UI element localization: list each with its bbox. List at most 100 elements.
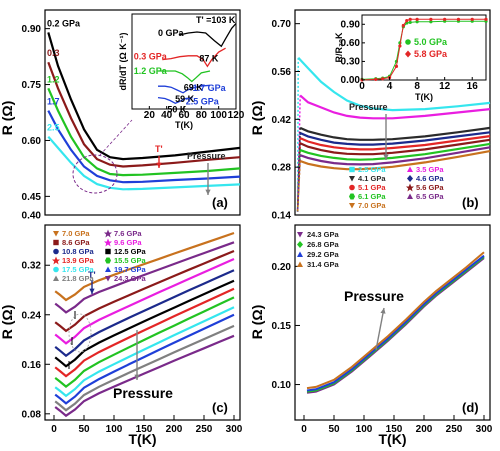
panel-c-legend-marker-2 <box>53 239 59 246</box>
panel-c-xtick-label: 300 <box>226 424 243 435</box>
panel-b-inset-line-1 <box>361 18 486 81</box>
panel-c-xtick-label: 200 <box>166 424 183 435</box>
panel-b-inset-xtick-label: 8 <box>414 81 420 92</box>
panel-a-tprime-arrow-head <box>156 162 162 168</box>
panel-a-ytick-label: 0.40 <box>22 211 42 222</box>
panel-d-ytick-label: 0.20 <box>272 262 292 273</box>
panel-b-inset-legend-1: 5.8 GPa <box>414 49 448 59</box>
panel-d-xtick-label: 150 <box>386 424 403 435</box>
panel-b-pressure-text: Pressure <box>349 102 388 112</box>
panel-a-ylabel: R (Ω) <box>0 101 15 136</box>
panel-c: 0.08 0.16 0.24 0.32 0 50 100 150 200 250 300 T(K) R … <box>0 224 243 447</box>
panel-b-inset-xtick-label: 16 <box>467 81 479 92</box>
panel-c-legend-item-5: 12.5 GPa <box>114 247 147 256</box>
panel-c-xtick-label: 150 <box>136 424 153 435</box>
panel-d-legend-marker-2 <box>297 251 303 257</box>
panel-b-inset-ytick-label: 0.90 <box>341 19 361 30</box>
panel-d-xlabel: T(K) <box>379 431 407 447</box>
panel-a-inset-ylabel: dR/dT (Ω K⁻¹) <box>118 33 128 91</box>
panel-b-inset-xtick-label: 12 <box>439 81 451 92</box>
panel-b-legend-item-4: 5.1 GPa <box>358 183 386 192</box>
panel-a-oval-connector <box>99 119 133 156</box>
panel-a-series-line-3 <box>47 110 241 184</box>
panel-a-inset-line-3 <box>158 84 211 94</box>
panel-b-inset-legend-0: 5.0 GPa <box>414 37 448 47</box>
panel-d-legend-item-2: 29.2 GPa <box>307 250 340 259</box>
panel-c-legend-item-9: 19.7 GPa <box>114 265 147 274</box>
panel-a-inset-series-label-0: 0 GPa <box>158 28 185 38</box>
panel-c-series-line-9 <box>54 313 235 405</box>
panel-d-series-line-3 <box>306 251 485 390</box>
panel-a-inset-series-label-1: 0.3 GPa <box>134 52 168 62</box>
panel-a-inset-min-label-2: 69 K <box>184 82 204 92</box>
panel-d-pressure-arrow-head <box>380 308 386 314</box>
panel-b-inset-ytick-label: 0.30 <box>341 56 361 67</box>
panel-a-inset-xtick-label: 60 <box>178 110 190 121</box>
panel-d-xtick-label: 300 <box>476 424 493 435</box>
panel-d-xtick-label: 50 <box>328 424 340 435</box>
panel-b-ytick-label: 0.14 <box>272 211 292 222</box>
panel-a-series-label-4: 2.5 <box>47 123 60 133</box>
panel-c-tprime-text: T' <box>88 270 96 280</box>
panel-b-legend-item-6: 6.1 GPa <box>358 192 386 201</box>
panel-b-ylabel: R (Ω) <box>249 101 265 136</box>
panel-c-xtick-label: 100 <box>106 424 123 435</box>
panel-a-highlight-oval <box>72 154 118 194</box>
panel-a-pressure-text: Pressure <box>187 151 226 161</box>
panel-b: 0.14 0.28 0.42 0.56 0.70 R (Ω) (b) Pressure 2.5 … <box>249 9 491 222</box>
panel-d-ytick-label: 0.15 <box>272 321 292 332</box>
panel-d-series-line-2 <box>306 254 485 392</box>
panel-a-ytick-label: 0.60 <box>22 136 42 147</box>
panel-b-series-drop-7 <box>296 155 301 212</box>
panel-b-series-line-2 <box>299 126 491 141</box>
panel-b-ytick-label: 0.70 <box>272 19 292 30</box>
panel-a-inset-xtick-label: 100 <box>210 110 227 121</box>
panel-d-ytick-label: 0.10 <box>272 380 292 391</box>
panel-c-ytick-label: 0.08 <box>22 409 42 420</box>
panel-c-legend-marker-9 <box>105 266 111 272</box>
panel-b-inset-xtick-label: 0 <box>359 81 365 92</box>
panel-c-legend-marker-10 <box>53 275 59 281</box>
panel-b-series-drop-8 <box>296 160 301 212</box>
panel-a-ytick-label: 0.45 <box>22 192 42 203</box>
panel-b-pressure-arrow-head <box>383 154 389 160</box>
panel-b-legend-marker-1 <box>407 166 413 172</box>
panel-a-inset-xtick-label: 40 <box>161 110 173 121</box>
panel-a-inset-min-label-4: 50 K <box>167 104 187 114</box>
panel-a-inset-min-label-3: 59 K <box>175 94 195 104</box>
panel-c-xtick-label: 50 <box>78 424 90 435</box>
panel-b-inset-legend-marker-0 <box>405 39 411 45</box>
panel-a-series-label-1: 0.3 <box>47 48 60 58</box>
panel-c-legend-item-10: 21.8 GPa <box>62 274 95 283</box>
panel-c-legend-marker-11 <box>105 276 111 282</box>
panel-a-ytick-label: 0.75 <box>22 80 42 91</box>
panel-d-legend-item-1: 26.8 GPa <box>307 240 340 249</box>
panel-b-inset-line-0 <box>361 20 486 80</box>
panel-c-legend-item-11: 24.3 GPa <box>114 274 147 283</box>
panel-b-series-line-1 <box>299 94 491 120</box>
panel-b-legend-item-1: 3.5 GPa <box>416 165 444 174</box>
panel-c-series-line-7 <box>54 296 235 389</box>
panel-d-xtick-label: 100 <box>356 424 373 435</box>
panel-b-inset-xlabel: T(K) <box>415 92 433 102</box>
panel-b-series-line-3 <box>299 131 491 146</box>
panel-a-tprime-text: T' <box>155 144 163 154</box>
panel-d-pressure-text: Pressure <box>344 288 404 304</box>
panel-a-series-label-3: 1.7 <box>47 97 60 107</box>
panel-c-xlabel: T(K) <box>129 431 157 447</box>
panel-b-ytick-label: 0.56 <box>272 67 292 78</box>
panel-c-ytick-label: 0.24 <box>22 310 42 321</box>
panel-b-label: (b) <box>462 195 479 210</box>
panel-b-legend-item-3: 4.6 GPa <box>416 174 444 183</box>
panel-a-series-line-0 <box>47 32 241 161</box>
panel-d-ylabel: R (Ω) <box>249 305 265 340</box>
panel-a: 0.40 0.45 0.60 0.75 0.90 0.2 GPa 0.3 1.2 1.7 2.5 R… <box>0 9 245 222</box>
panel-d-legend-item-3: 31.4 GPa <box>307 260 340 269</box>
panel-c-legend-item-2: 8.6 GPa <box>62 238 90 247</box>
panel-a-inset-xlabel: T(K) <box>175 120 193 130</box>
panel-a-inset-series-label-3: 1.7 GPa <box>193 83 227 93</box>
panel-d: 0.10 0.15 0.20 0 50 100 150 200 250 300 T(K) R (Ω) (… <box>249 224 493 447</box>
panel-d-xtick-label: 0 <box>301 424 307 435</box>
panel-c-legend-item-7: 15.5 GPa <box>114 256 147 265</box>
